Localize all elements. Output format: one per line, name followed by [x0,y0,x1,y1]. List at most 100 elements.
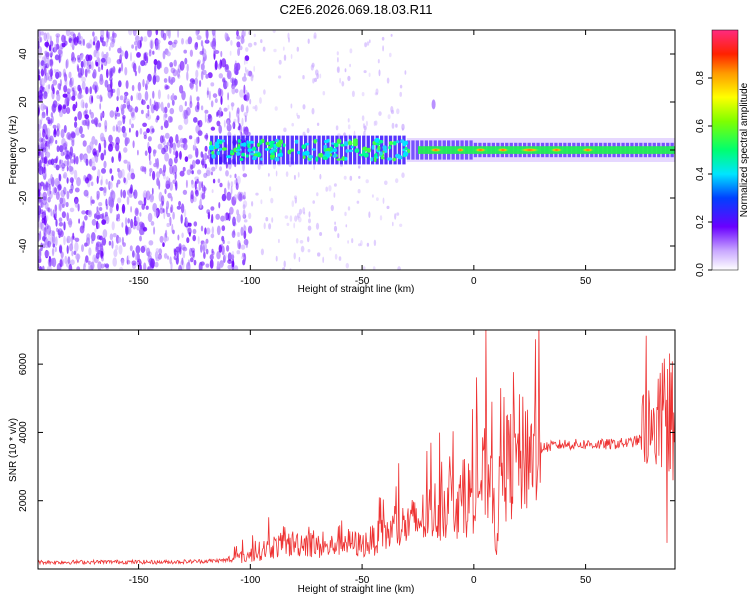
heatmap-cell [243,219,248,223]
heatmap-cell [47,233,51,241]
heatmap-cell [43,210,46,216]
heatmap-cell [199,198,202,209]
heatmap-cell [52,87,55,95]
heatmap-cell [75,101,78,109]
heatmap-cell [44,142,48,148]
heatmap-cell [42,196,47,206]
colorbar-gradient [711,29,739,271]
heatmap-cell [211,226,214,235]
heatmap-cell [171,223,174,233]
heatmap-cell [186,107,191,116]
heatmap-cell [162,169,166,177]
heatmap-cell [68,151,72,160]
heatmap-cell [333,183,337,187]
heatmap-cell [220,215,226,222]
heatmap-cell [121,236,124,246]
heatmap-cell [95,61,99,67]
heatmap-cell [91,232,96,242]
heatmap-cell [218,107,222,116]
heatmap-cell [183,116,189,125]
heatmap-cell [105,216,110,224]
heatmap-cell [216,251,221,260]
heatmap-cell [207,113,212,119]
heatmap-cell [147,109,150,117]
heatmap-cell [321,135,326,165]
heatmap-cell [388,141,393,146]
heatmap-cell [278,238,280,244]
heatmap-cell [198,119,203,128]
heatmap-cell [45,142,50,148]
heatmap-cell [127,218,130,224]
heatmap-cell [182,246,188,252]
heatmap-cell [190,164,194,170]
heatmap-cell [44,41,50,47]
heatmap-cell [225,170,229,177]
heatmap-cell [323,144,328,149]
heatmap-cell [110,79,113,89]
heatmap-cell [147,146,152,154]
heatmap-cell [164,188,167,195]
heatmap-cell [339,77,341,84]
heatmap-cell [369,39,371,44]
heatmap-cell [110,67,114,77]
heatmap-cell [79,225,85,234]
heatmap-cell [38,220,42,228]
heatmap-cell [240,244,246,250]
heatmap-cell [361,115,365,121]
heatmap-cell [100,175,104,185]
heatmap-cell [62,104,66,110]
heatmap-cell [52,248,55,255]
heatmap-cell [332,154,336,158]
heatmap-cell [77,40,82,45]
heatmap-cell [386,205,390,210]
heatmap-cell [63,151,66,156]
heatmap-cell [72,86,77,91]
heatmap-cell [99,213,104,219]
heatmap-cell [113,249,118,258]
heatmap-cell [197,130,203,137]
heatmap-cell [143,51,148,58]
heatmap-cell [43,91,48,100]
heatmap-cell [393,135,397,165]
heatmap-cell [149,171,152,177]
heatmap-cell [130,51,132,62]
heatmap-cell [58,104,63,111]
heatmap-cell [57,49,63,55]
heatmap-cell [81,210,86,215]
heatmap-cell [128,30,133,36]
heatmap-cell [58,159,62,169]
heatmap-cell [245,89,248,96]
heatmap-cell [112,257,117,267]
heatmap-cell [125,98,131,106]
heatmap-cell [271,148,276,151]
heatmap-cell [217,87,222,97]
heatmap-cell [296,46,299,52]
heatmap-cell [55,164,60,171]
heatmap-cell [68,263,73,270]
heatmap-cell [365,120,368,127]
x-tick-label: 50 [580,575,592,586]
heatmap-cell [170,67,176,74]
heatmap-cell [347,118,350,123]
heatmap-cell [115,142,120,152]
heatmap-cell [116,203,119,212]
heatmap-cell [121,222,124,228]
heatmap-cell [246,105,249,114]
heatmap-cell [290,148,295,152]
heatmap-cell [302,131,306,137]
heatmap-cell [233,118,237,124]
heatmap-cell [370,157,374,162]
heatmap-cell [263,89,266,95]
heatmap-cell [90,61,94,71]
heatmap-cell [40,93,42,99]
heatmap-cell [81,81,86,90]
heatmap-cell [197,236,200,245]
heatmap-cell [143,36,148,42]
heatmap-cell [71,95,76,101]
heatmap-cell [218,124,222,134]
colorbar-ticks: 0.0 0.2 0.4 0.6 0.8 [695,71,712,277]
heatmap-cell [331,142,335,145]
heatmap-cell [333,225,338,232]
heatmap-cell [131,84,135,92]
heatmap-cell [83,189,89,197]
